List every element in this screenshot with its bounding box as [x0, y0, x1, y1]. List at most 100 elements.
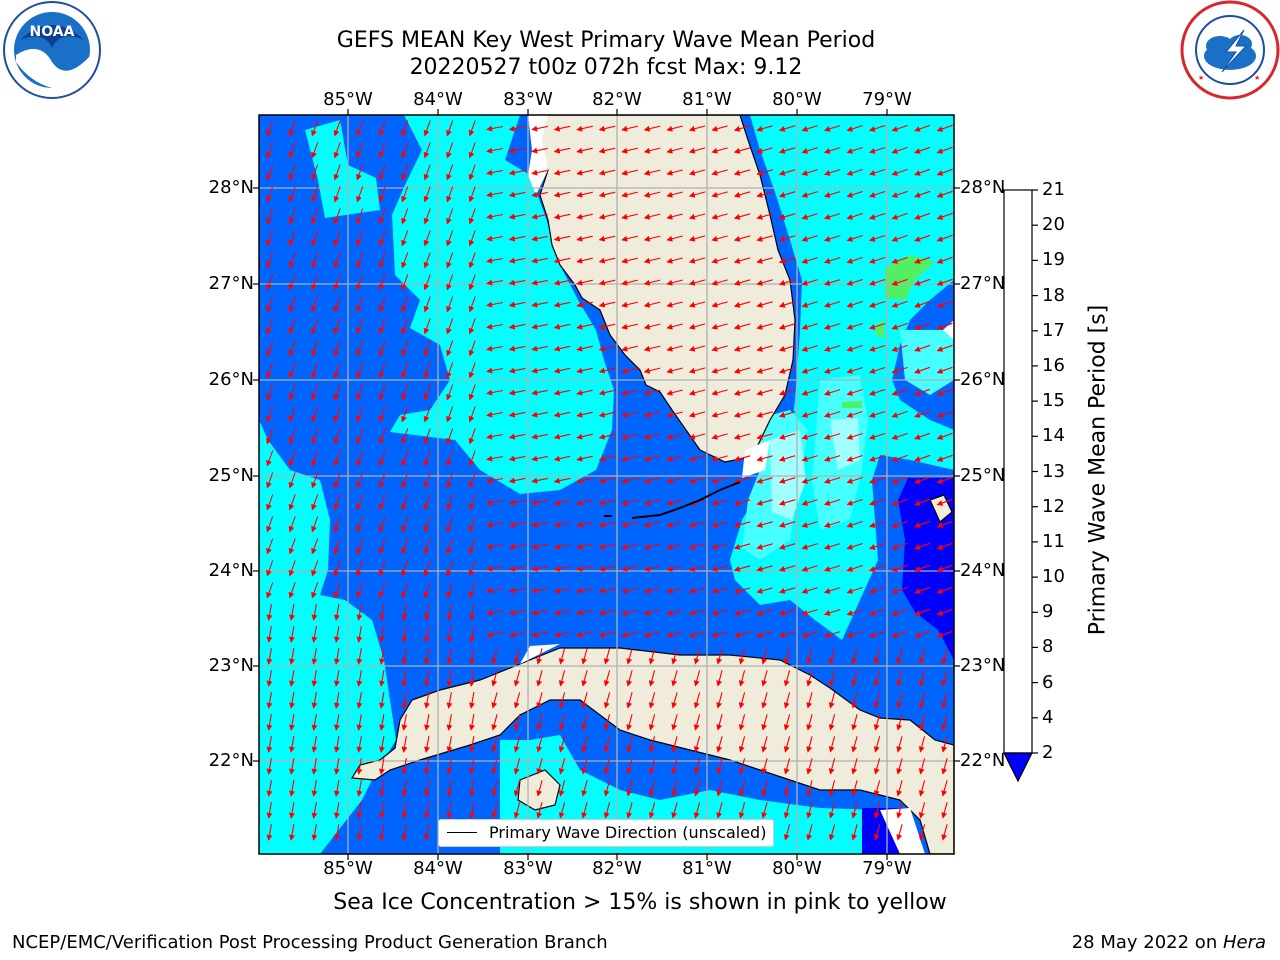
- wave-arrow: [531, 345, 548, 352]
- wave-arrow: [891, 256, 908, 264]
- wave-arrow: [333, 186, 341, 203]
- wave-arrow: [693, 758, 701, 775]
- wave-arrow: [401, 252, 409, 269]
- wave-arrow: [688, 125, 706, 132]
- wave-arrow: [621, 477, 638, 484]
- wave-arrow: [508, 345, 526, 352]
- wave-arrow: [828, 714, 836, 731]
- wave-arrow: [936, 124, 953, 132]
- colorbar-tick-label: 14: [1042, 425, 1065, 447]
- lon-label-bottom: 80°W: [772, 858, 822, 879]
- wave-arrow: [576, 543, 593, 550]
- wave-arrow: [469, 626, 475, 643]
- wave-arrow: [468, 318, 476, 335]
- wave-arrow: [356, 340, 364, 357]
- wave-arrow: [378, 120, 386, 137]
- wave-arrow: [671, 648, 678, 665]
- wave-arrow: [311, 428, 319, 445]
- wave-arrow: [486, 279, 504, 286]
- wave-arrow: [733, 631, 751, 638]
- wave-arrow: [468, 208, 476, 225]
- wave-arrow: [531, 279, 548, 286]
- wave-arrow: [558, 758, 566, 775]
- wave-arrow: [311, 208, 319, 225]
- wave-arrow: [598, 543, 616, 550]
- wave-arrow: [576, 499, 593, 506]
- wave-arrow: [936, 432, 953, 440]
- wave-arrow: [738, 648, 746, 665]
- wave-arrow: [711, 433, 728, 440]
- wave-arrow: [379, 670, 385, 687]
- wave-arrow: [643, 213, 661, 220]
- wave-arrow: [486, 477, 504, 484]
- wave-arrow: [688, 367, 706, 374]
- wave-arrow: [603, 736, 611, 753]
- lon-label-top: 82°W: [592, 89, 642, 110]
- wave-arrow: [801, 389, 818, 396]
- wave-arrow: [333, 230, 341, 247]
- wave-arrow: [401, 340, 409, 357]
- wave-arrow: [711, 279, 728, 286]
- wave-arrow: [914, 278, 931, 286]
- wave-arrow: [266, 692, 273, 709]
- wave-arrow: [486, 609, 504, 616]
- wave-arrow: [423, 252, 431, 269]
- wave-arrow: [531, 587, 548, 594]
- wave-arrow: [801, 191, 818, 198]
- wave-arrow: [553, 609, 571, 616]
- colorbar-tick-label: 16: [1042, 354, 1065, 376]
- wave-arrow: [288, 120, 296, 137]
- wave-arrow: [508, 389, 526, 396]
- wave-arrow: [401, 736, 408, 753]
- wave-arrow: [666, 389, 683, 396]
- wave-arrow: [891, 278, 908, 286]
- wave-arrow: [806, 780, 813, 797]
- wave-arrow: [711, 191, 728, 198]
- wave-arrow: [666, 367, 683, 374]
- wave-arrow: [468, 120, 476, 137]
- wave-arrow: [468, 252, 476, 269]
- wave-arrow: [918, 758, 926, 775]
- wave-arrow: [508, 367, 526, 374]
- wave-arrow: [491, 802, 498, 819]
- wave-arrow: [846, 212, 863, 220]
- wave-arrow: [576, 587, 593, 594]
- wave-arrow: [873, 714, 881, 731]
- wave-arrow: [333, 450, 341, 467]
- wave-arrow: [553, 279, 571, 286]
- wave-arrow: [508, 565, 526, 572]
- wave-arrow: [536, 758, 543, 775]
- wave-arrow: [936, 498, 953, 506]
- wave-arrow: [266, 340, 274, 357]
- wave-arrow: [801, 565, 818, 572]
- wave-arrow: [846, 190, 863, 198]
- wave-arrow: [671, 802, 678, 819]
- wave-arrow: [356, 516, 364, 533]
- wave-arrow: [311, 472, 319, 489]
- wave-arrow: [311, 648, 318, 665]
- wave-arrow: [508, 169, 526, 176]
- lat-label-left: 26°N: [208, 369, 254, 390]
- wave-arrow: [356, 626, 363, 643]
- wave-arrow: [621, 499, 638, 506]
- wave-arrow: [846, 410, 863, 418]
- wave-arrow: [553, 521, 571, 528]
- wave-arrow: [598, 169, 616, 176]
- wave-arrow: [508, 477, 526, 484]
- wave-arrow: [378, 406, 386, 423]
- wave-arrow: [424, 758, 430, 775]
- wave-arrow: [486, 147, 504, 154]
- wave-arrow: [756, 411, 773, 418]
- wave-arrow: [423, 274, 431, 291]
- wave-arrow: [289, 670, 295, 687]
- wave-arrow: [873, 736, 881, 753]
- wave-arrow: [643, 455, 661, 462]
- wave-arrow: [266, 120, 274, 137]
- wave-arrow: [334, 758, 340, 775]
- wave-arrow: [288, 164, 296, 181]
- wave-arrow: [491, 648, 498, 665]
- lat-label-left: 28°N: [208, 177, 254, 198]
- wave-arrow: [266, 648, 273, 665]
- wave-arrow: [333, 494, 341, 511]
- wave-arrow: [356, 802, 363, 819]
